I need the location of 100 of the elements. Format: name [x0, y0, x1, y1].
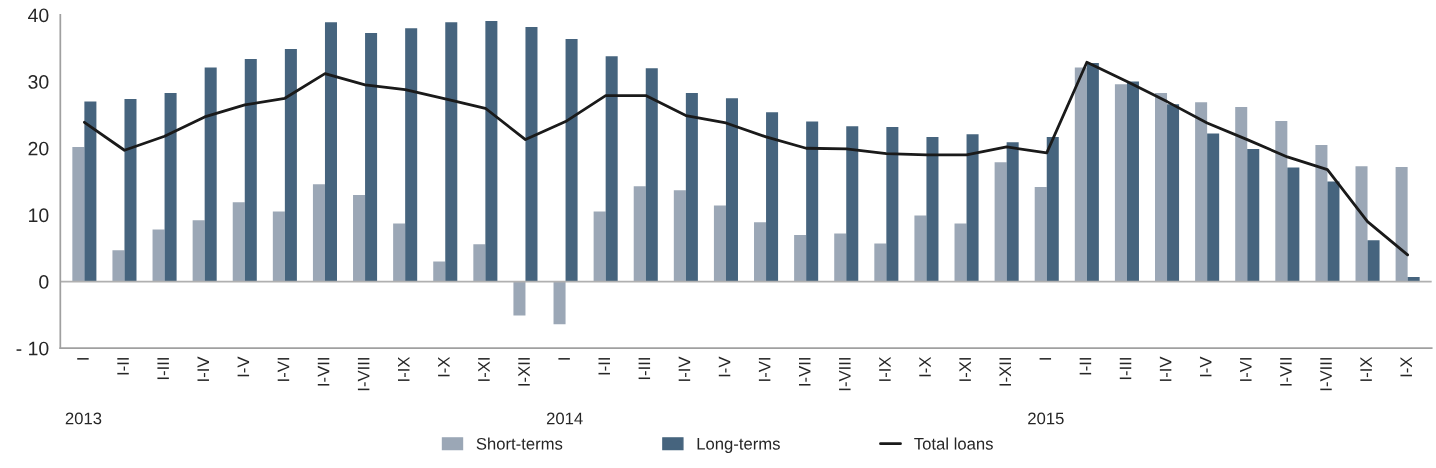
bar	[152, 229, 165, 282]
x-tick-label: I-V	[237, 356, 250, 377]
bar	[433, 261, 446, 282]
x-tick-label: I-IX	[1360, 356, 1372, 381]
bar	[72, 146, 85, 282]
legend-label: Total loans	[914, 437, 993, 450]
text: 2014	[546, 412, 583, 425]
bar	[1074, 67, 1087, 282]
y-tick-label: 30	[28, 75, 49, 89]
bar	[846, 126, 859, 282]
legend-label: Long-terms	[697, 438, 780, 453]
x-tick-label: I-III	[638, 358, 651, 380]
bar	[1155, 92, 1168, 282]
x-tick-label: I-II	[1079, 358, 1092, 375]
bar	[485, 20, 498, 282]
bar	[886, 126, 899, 282]
bar	[272, 211, 285, 282]
x-tick-label: I	[1039, 358, 1052, 360]
x-tick-label: I-X	[919, 356, 931, 377]
bar	[353, 194, 366, 282]
bar	[685, 92, 698, 282]
bar	[124, 98, 137, 282]
bar	[525, 26, 538, 282]
x-tick-label: I-VIII	[1320, 358, 1332, 391]
bar	[232, 202, 245, 282]
x-tick-label: I-VII	[798, 358, 811, 386]
y-tick-label: - 10	[16, 341, 49, 356]
bar	[1126, 81, 1139, 282]
bar	[1287, 167, 1300, 282]
x-tick-label: I	[77, 358, 89, 360]
x-tick-label: I-X	[1400, 356, 1412, 377]
text: 2015	[1028, 412, 1064, 425]
bar	[914, 215, 927, 282]
x-tick-label: I-VIII	[357, 358, 370, 391]
bar	[445, 22, 458, 282]
bar	[164, 92, 177, 282]
bar	[405, 28, 418, 282]
x-tick-label: I-X	[438, 356, 450, 377]
line-series	[82, 60, 1410, 257]
x-tick-label: I-XI	[959, 358, 971, 381]
y-tick-label: 0	[39, 275, 49, 289]
bar	[954, 223, 967, 282]
bar	[365, 32, 378, 282]
bar	[565, 38, 578, 282]
bar	[1395, 166, 1408, 282]
bar	[645, 68, 658, 282]
bar	[1275, 120, 1288, 282]
bar	[1086, 62, 1099, 282]
bar	[473, 244, 486, 282]
bar	[1034, 186, 1047, 282]
bar	[1207, 133, 1220, 282]
bar	[1046, 136, 1059, 282]
bar	[204, 67, 217, 282]
x-tick-label: I-VI	[758, 358, 771, 381]
bar	[244, 58, 257, 282]
x-tick-label: I-VI	[1240, 358, 1252, 381]
x-tick-label: I-V	[1199, 356, 1212, 377]
legend-label: Short-terms	[476, 437, 563, 450]
bar	[994, 162, 1007, 282]
bar	[766, 112, 779, 282]
bar	[1355, 166, 1368, 282]
x-tick-label: I-II	[117, 358, 129, 375]
bar	[393, 223, 406, 282]
x-tick-label: I-VII	[317, 358, 330, 386]
bar	[926, 136, 939, 282]
bar	[806, 121, 819, 282]
bar	[84, 101, 97, 282]
bar	[1167, 104, 1180, 282]
bar	[1247, 148, 1260, 282]
bar	[1006, 142, 1019, 282]
bar	[754, 222, 767, 282]
bar	[192, 220, 205, 282]
x-tick-label: I-VI	[277, 358, 290, 381]
bar	[312, 184, 325, 282]
bar	[1367, 240, 1380, 282]
bar	[1315, 144, 1328, 282]
y-tick-label: 20	[28, 141, 49, 156]
bar	[324, 22, 337, 282]
y-tick-label: 10	[29, 208, 49, 223]
bar	[112, 250, 125, 282]
bar	[794, 234, 807, 282]
bar	[1195, 102, 1208, 282]
x-tick-label: I-XII	[518, 358, 530, 386]
bar	[1327, 181, 1340, 282]
bar	[513, 281, 526, 316]
x-tick-label: I-V	[718, 356, 731, 377]
bar	[593, 211, 606, 282]
bar	[834, 233, 847, 282]
x-tick-label: I-III	[1119, 358, 1132, 380]
x-tick-label: I-XII	[999, 358, 1011, 386]
x-tick-label: I-VIII	[839, 358, 851, 391]
bar	[673, 190, 686, 282]
x-tick-label: I-IV	[1159, 356, 1172, 381]
bar	[633, 186, 646, 282]
bar	[874, 243, 887, 282]
x-tick-label: I-XI	[478, 358, 490, 381]
y-tick-label: 40	[28, 8, 49, 23]
x-tick-label: I-III	[157, 358, 169, 380]
x-tick-label: I-IX	[879, 356, 891, 381]
x-tick-label: I-II	[598, 358, 610, 375]
